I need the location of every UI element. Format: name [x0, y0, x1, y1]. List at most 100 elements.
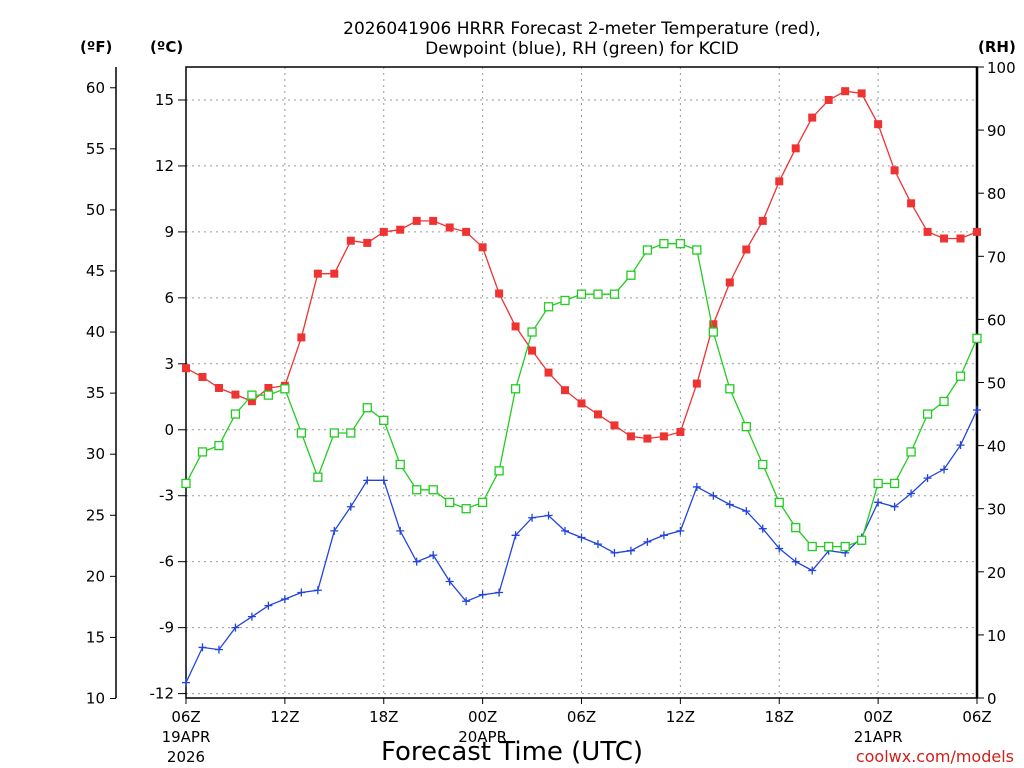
rh-point [280, 384, 290, 394]
dewpoint-point [725, 500, 734, 509]
rh-point [939, 396, 949, 407]
rh-point [412, 485, 422, 495]
fahrenheit-tick-label: 15 [86, 628, 105, 646]
plot-frame [185, 66, 978, 699]
celsius-tick-label: 12 [155, 157, 174, 175]
rh-point [428, 485, 438, 495]
dewpoint-point [379, 476, 388, 485]
temperature-point [429, 216, 438, 225]
dewpoint-point [940, 465, 949, 474]
dewpoint-point [214, 645, 223, 654]
temperature-point [626, 432, 635, 441]
time-tick-label: 00Z [468, 708, 497, 726]
dewpoint-point [610, 548, 619, 557]
dewpoint-point [709, 491, 718, 500]
temperature-point [214, 383, 223, 392]
rh-tick-label: 80 [987, 185, 1006, 203]
celsius-tick-label: 0 [164, 421, 174, 439]
celsius-tick-label: 9 [164, 223, 174, 241]
dewpoint-point [429, 551, 438, 560]
time-tick-label: 06Z [962, 708, 991, 726]
rh-point [659, 239, 669, 249]
temperature-point [412, 216, 421, 225]
temperature-point [561, 386, 570, 395]
temperature-point [511, 322, 520, 331]
celsius-tick-label: -6 [159, 553, 174, 571]
temperature-point [396, 225, 405, 234]
fahrenheit-tick-label: 55 [86, 140, 105, 158]
dewpoint-point [495, 588, 504, 597]
temperature-point [313, 269, 322, 278]
dewpoint-point [346, 502, 355, 511]
rh-point [230, 409, 241, 419]
dewpoint-point [577, 533, 586, 542]
rh-point [889, 478, 900, 489]
dewpoint-point [247, 612, 256, 621]
rh-point [741, 422, 751, 432]
dewpoint-point [808, 566, 817, 575]
dewpoint-point [198, 643, 207, 652]
year-tick-label: 2026 [167, 748, 205, 766]
dewpoint-point [791, 557, 800, 566]
fahrenheit-tick-label: 60 [86, 79, 105, 97]
dewpoint-point [264, 601, 273, 610]
dewpoint-point [742, 507, 751, 516]
series-group [181, 87, 982, 687]
celsius-tick-label: 15 [155, 91, 174, 109]
dewpoint-point [956, 441, 965, 450]
temperature-point [808, 113, 817, 122]
temperature-point [841, 87, 850, 96]
temperature-point [824, 95, 833, 104]
rh-tick-label: 50 [987, 375, 1006, 393]
dewpoint-point [478, 590, 487, 599]
temperature-point [346, 236, 355, 245]
fahrenheit-tick-label: 20 [86, 567, 105, 585]
time-tick-label: 00Z [863, 708, 892, 726]
rh-point [576, 289, 587, 299]
rh-point [675, 239, 686, 249]
dewpoint-point [561, 526, 570, 535]
rh-point [758, 459, 768, 470]
temperature-point [709, 320, 718, 329]
celsius-tick-label: -9 [159, 619, 174, 637]
dewpoint-point [462, 597, 471, 606]
rh-point [313, 472, 323, 482]
dewpoint-point [692, 482, 701, 491]
rh-point [856, 535, 867, 545]
dewpoint-point [643, 537, 652, 546]
rh-point [560, 295, 570, 306]
rh-point [840, 541, 850, 552]
rh-point [494, 466, 504, 476]
rh-point [543, 302, 554, 312]
dewpoint-point [973, 405, 981, 414]
dewpoint-point [445, 577, 454, 586]
temperature-point [379, 227, 388, 236]
rh-point [263, 390, 274, 400]
rh-point [461, 504, 471, 514]
dewpoint-point [297, 588, 306, 597]
dewpoint-point [511, 531, 520, 540]
temperature-point [528, 346, 537, 355]
rh-point [922, 409, 933, 419]
temperature-point [659, 432, 668, 441]
dewpoint-point [544, 511, 553, 520]
temperature-point [478, 243, 487, 252]
temperature-point [692, 379, 701, 388]
fahrenheit-tick-label: 30 [86, 445, 105, 463]
temperature-point [742, 245, 751, 254]
temperature-point [610, 421, 619, 430]
fahrenheit-tick-label: 50 [86, 201, 105, 219]
fahrenheit-tick-label: 45 [86, 262, 105, 280]
celsius-tick-label: -12 [150, 685, 175, 703]
rh-tick-label: 70 [987, 248, 1006, 266]
time-axis: 06Z 19APR 2026 12Z 18Z 00Z 20APR 06Z 12Z 18Z 00Z 21… [162, 698, 992, 766]
temperature-point [247, 397, 256, 406]
temperature-point [495, 289, 504, 298]
dewpoint-point [890, 502, 899, 511]
temperature-point [264, 383, 273, 392]
rh-point [972, 333, 982, 343]
temperature-point [973, 227, 981, 236]
dewpoint-point [775, 544, 784, 553]
dewpoint-line [185, 409, 978, 683]
temperature-point [462, 227, 471, 236]
